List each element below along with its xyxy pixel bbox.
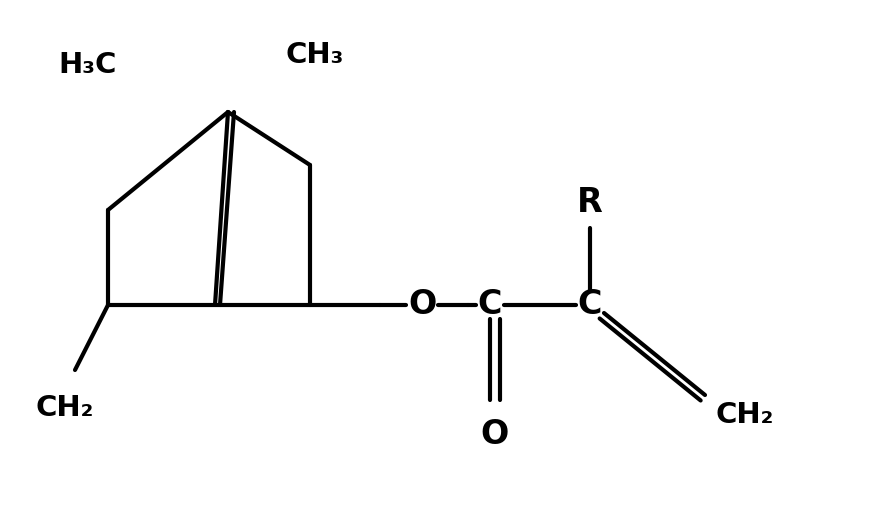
Text: C: C [478,288,502,321]
Text: H₃C: H₃C [59,51,117,79]
Text: O: O [407,288,436,321]
Text: CH₂: CH₂ [716,401,774,429]
Text: O: O [481,418,509,452]
Text: R: R [577,186,603,219]
Text: CH₃: CH₃ [286,41,344,69]
Text: C: C [578,288,602,321]
Text: CH₂: CH₂ [36,394,94,422]
